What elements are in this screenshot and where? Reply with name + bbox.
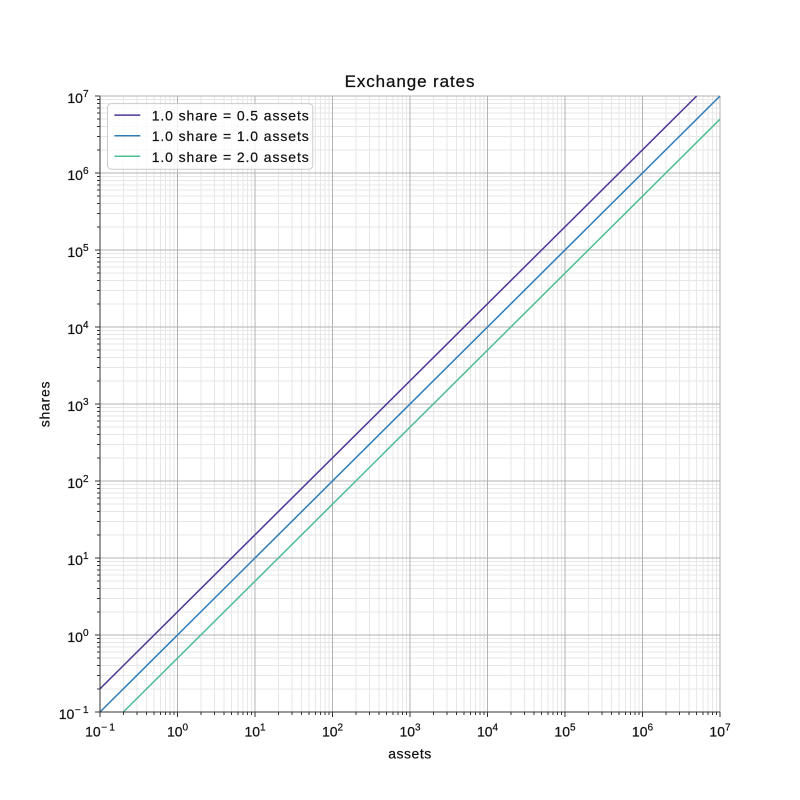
svg-text:1.0 share = 1.0 assets: 1.0 share = 1.0 assets [152,128,310,144]
svg-text:Exchange rates: Exchange rates [345,72,476,91]
svg-text:1.0 share = 2.0 assets: 1.0 share = 2.0 assets [152,149,310,165]
svg-text:1.0 share = 0.5 assets: 1.0 share = 0.5 assets [152,108,310,124]
svg-text:shares: shares [37,381,53,428]
svg-text:assets: assets [388,745,431,761]
